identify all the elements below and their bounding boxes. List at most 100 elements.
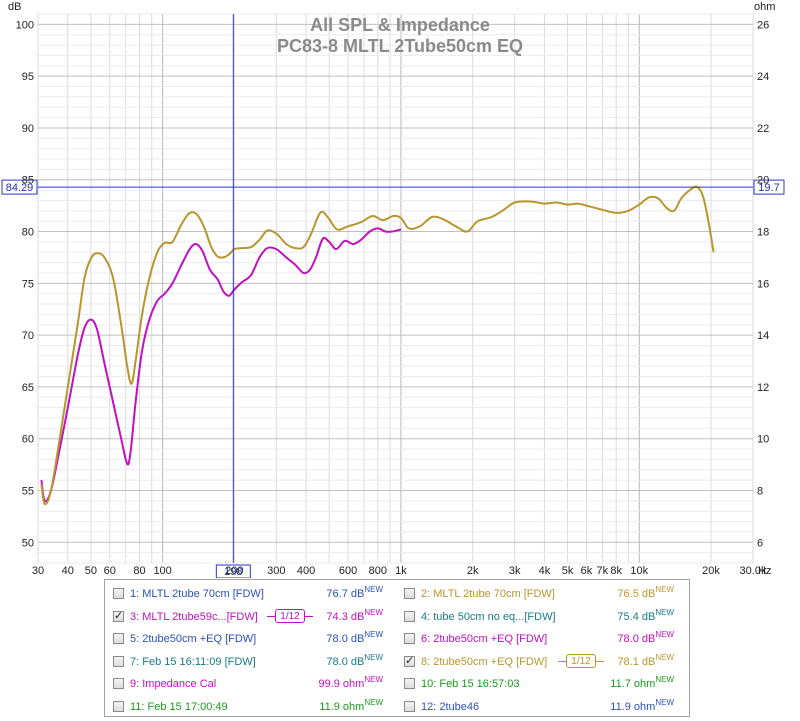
legend-value-text: 11.9 ohm [319, 700, 365, 713]
legend-value: 76.7 dBNEW [293, 585, 383, 603]
y-tick-label: 50 [22, 537, 34, 549]
legend-label: 5: 2tube50cm +EQ [FDW] [130, 633, 257, 645]
legend-checkbox[interactable] [404, 588, 415, 599]
cursor-x-readout-box [215, 564, 251, 578]
x-tick-label: 5k [562, 565, 574, 577]
x-tick-label: 2k [467, 565, 479, 577]
x-axis-unit: Hz [758, 565, 771, 577]
y-tick-label: 65 [22, 382, 34, 394]
y-tick-label: 100 [16, 19, 34, 31]
legend-checkbox[interactable] [404, 633, 415, 644]
legend-label: 3: MLTL 2tube59c...[FDW] [130, 610, 258, 623]
y2-tick-label: 26 [757, 19, 769, 31]
x-tick-label: 30 [32, 565, 44, 577]
legend-value-text: 75.4 dB [617, 610, 656, 623]
y2-tick-label: 12 [757, 382, 769, 394]
legend-value-text: 76.5 dB [617, 588, 656, 600]
legend-label: 12: 2tube46 [421, 700, 480, 713]
legend-checkbox[interactable] [113, 700, 124, 712]
x-tick-label: 600 [339, 565, 357, 577]
legend-checkbox[interactable] [113, 607, 124, 625]
legend-value-text: 76.7 dB [326, 588, 365, 600]
legend-checkbox[interactable] [113, 588, 124, 599]
legend-checkbox[interactable] [404, 700, 415, 712]
legend-item[interactable]: 5: 2tube50cm +EQ [FDW] 78.0 dBNEW [113, 630, 393, 648]
legend-label: 7: Feb 15 16:11:09 [FDW] [130, 655, 256, 668]
x-tick-label: 100 [153, 565, 171, 577]
legend-value-sup: NEW [655, 585, 674, 594]
legend-value-sup: NEW [364, 652, 383, 662]
legend-value-sup: NEW [364, 697, 383, 707]
y2-tick-label: 16 [757, 278, 769, 290]
legend-label: 1: MLTL 2tube 70cm [FDW] [130, 588, 264, 600]
legend-value: 11.9 ohmNEW [584, 698, 674, 716]
legend-label: 8: 2tube50cm +EQ [FDW] [421, 655, 548, 668]
spl-chart[interactable]: 84.29 19.7 198 30 40 50 60 80 100 200 300 400 600 80… [0, 0, 800, 578]
legend-checkbox[interactable] [404, 610, 415, 622]
y2-tick-label: 22 [757, 123, 769, 135]
legend-value-sup: NEW [655, 630, 674, 639]
x-tick-label: 400 [297, 565, 315, 577]
legend-item[interactable]: 4: tube 50cm no eq...[FDW] 75.4 dBNEW [404, 608, 684, 626]
y2-tick-label: 14 [757, 330, 769, 342]
smoothing-badge[interactable]: 1/12 [558, 653, 604, 668]
legend-panel: 1: MLTL 2tube 70cm [FDW] 76.7 dBNEW 2: MLT… [104, 579, 690, 717]
legend-value-text: 78.0 dB [617, 633, 656, 645]
x-tick-label: 1k [395, 565, 407, 577]
x-tick-label: 6k [581, 565, 593, 577]
legend-item[interactable]: 11: Feb 15 17:00:49 11.9 ohmNEW [113, 698, 393, 716]
legend-value: 74.3 dBNEW [293, 608, 383, 626]
x-tick-label: 8k [610, 565, 622, 577]
legend-value-sup: NEW [655, 607, 674, 617]
legend-value: 11.9 ohmNEW [293, 698, 383, 716]
series-line [40, 185, 715, 506]
legend-value-text: 78.0 dB [326, 633, 365, 645]
legend-value-text: 74.3 dB [326, 610, 365, 623]
legend-value: 78.0 dBNEW [293, 653, 383, 671]
legend-item[interactable]: 2: MLTL 2tube 70cm [FDW] 76.5 dBNEW [404, 585, 684, 603]
legend-label: 6: 2tube50cm +EQ [FDW] [421, 633, 548, 645]
y-tick-label: 90 [22, 123, 34, 135]
legend-label: 9: Impedance Cal [130, 678, 217, 690]
legend-item[interactable]: 9: Impedance Cal 99.9 ohmNEW [113, 675, 393, 693]
y-tick-label: 95 [22, 71, 34, 83]
series-line [40, 227, 402, 503]
legend-value-sup: NEW [364, 675, 383, 684]
legend-checkbox[interactable] [404, 652, 415, 670]
legend-value-text: 11.9 ohm [610, 700, 656, 713]
legend-item[interactable]: 10: Feb 15 16:57:03 11.7 ohmNEW [404, 675, 684, 693]
legend-checkbox[interactable] [113, 655, 124, 667]
y-tick-label: 55 [22, 485, 34, 497]
legend-label: 11: Feb 15 17:00:49 [130, 700, 228, 713]
legend-checkbox[interactable] [113, 678, 124, 689]
x-tick-label: 10k [630, 565, 648, 577]
legend-value: 75.4 dBNEW [584, 608, 674, 626]
legend-checkbox[interactable] [404, 678, 415, 689]
y-tick-label: 75 [22, 278, 34, 290]
y-axis-right-unit: ohm [754, 1, 775, 13]
y2-tick-label: 20 [757, 175, 769, 187]
grid [37, 13, 754, 564]
y-tick-label: 80 [22, 227, 34, 239]
legend-value: 11.7 ohmNEW [584, 675, 674, 693]
plot-area[interactable] [37, 13, 754, 564]
x-tick-label: 200 [225, 565, 243, 577]
legend-checkbox[interactable] [113, 633, 124, 644]
legend-value: 78.0 dBNEW [584, 630, 674, 648]
legend-value: 78.1 dBNEW [584, 653, 674, 671]
legend-value-sup: NEW [655, 675, 674, 684]
smoothing-badge[interactable]: 1/12 [267, 608, 313, 623]
legend-item[interactable]: 7: Feb 15 16:11:09 [FDW] 78.0 dBNEW [113, 653, 393, 671]
x-tick-label: 50 [85, 565, 97, 577]
x-tick-label: 800 [369, 565, 387, 577]
legend-item[interactable]: 1: MLTL 2tube 70cm [FDW] 76.7 dBNEW [113, 585, 393, 603]
legend-item[interactable]: 12: 2tube46 11.9 ohmNEW [404, 698, 684, 716]
cursor-y2-readout-box [753, 179, 785, 195]
legend-value: 99.9 ohmNEW [293, 675, 383, 693]
legend-label: 2: MLTL 2tube 70cm [FDW] [421, 588, 555, 600]
cursor-layer[interactable]: 84.29 19.7 198 [1, 14, 785, 578]
legend-item[interactable]: 6: 2tube50cm +EQ [FDW] 78.0 dBNEW [404, 630, 684, 648]
legend-value-sup: NEW [364, 607, 383, 617]
